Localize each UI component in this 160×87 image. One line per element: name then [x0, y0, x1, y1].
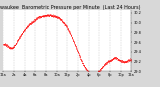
Title: Milwaukee  Barometric Pressure per Minute  (Last 24 Hours): Milwaukee Barometric Pressure per Minute… — [0, 5, 141, 10]
